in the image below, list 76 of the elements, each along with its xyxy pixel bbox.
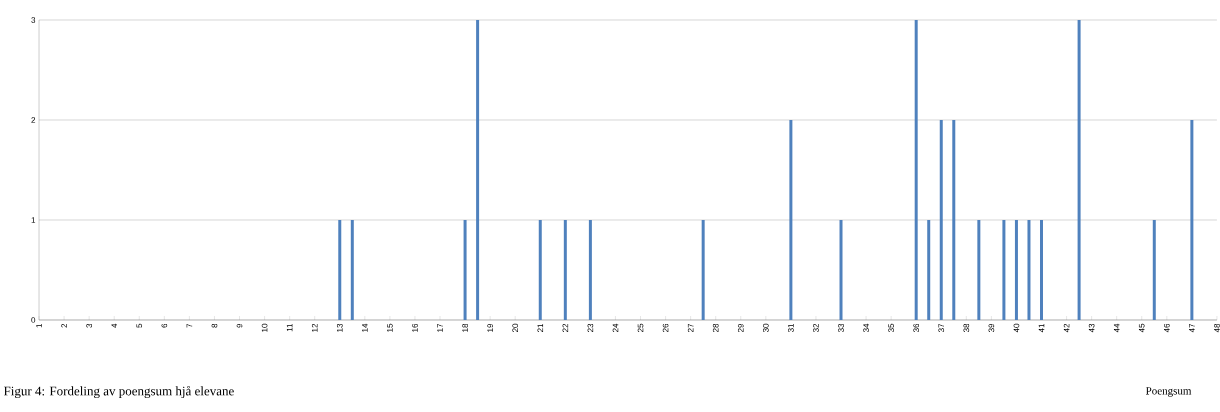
bar [1077,19,1081,320]
text: Figur 4: Fordeling av poengsum hjå elevane [3,385,234,399]
x-tick-label: 34 [863,323,869,333]
x-tick-label: 5 [136,323,143,328]
bar [939,119,943,320]
x-tick-label: 8 [211,323,218,328]
x-tick-label: 29 [737,323,744,333]
x-tick-label: 4 [111,323,117,328]
x-tick-label: 15 [387,323,393,332]
bar [563,219,567,320]
bar [1014,219,1018,320]
bar [476,19,480,320]
bar [701,219,705,320]
x-tick-label: 45 [1138,323,1145,333]
x-tick-label: 21 [537,323,544,333]
x-tick-label: 28 [712,323,719,333]
x-tick-label: 30 [762,323,769,333]
bar [977,219,981,320]
x-tick-label: 23 [587,323,594,333]
x-tick-label: 38 [963,323,970,333]
x-tick-label: 26 [662,323,669,333]
x-tick-label: 27 [687,323,694,333]
x-tick-label: 40 [1013,323,1020,333]
bar [789,119,793,320]
x-tick-label: 16 [412,323,418,332]
bar [927,219,931,320]
bar [588,219,592,320]
x-tick-label: 11 [286,323,293,332]
y-tick-label: 0 [31,317,36,323]
x-tick-label: 41 [1038,323,1045,333]
x-tick-label: 1 [36,323,42,328]
bar [914,19,918,320]
bar [538,219,542,320]
bar [463,219,467,320]
x-tick-label: 31 [788,323,794,333]
x-tick-label: 32 [813,323,819,333]
x-tick-label: 19 [487,323,493,332]
y-tick-label: 3 [31,17,36,23]
bar [1002,219,1006,320]
x-tick-label: 7 [186,323,193,328]
bar [839,219,843,320]
x-axis-title: Poengsum [1145,387,1192,397]
x-tick-label: 37 [938,323,945,333]
x-tick-label: 43 [1088,323,1095,333]
bar [1027,219,1031,320]
x-tick-label: 17 [437,323,443,332]
bar [1190,119,1194,320]
x-tick-label: 33 [838,323,844,333]
x-tick-label: 36 [913,323,920,333]
x-tick-label: 22 [562,323,569,333]
x-tick-label: 3 [86,323,92,328]
x-tick-label: 6 [161,323,168,328]
x-tick-label: 13 [336,323,343,332]
y-tick-label: 1 [31,217,36,223]
x-tick-label: 12 [311,323,318,332]
x-tick-label: 14 [362,323,368,332]
bar [338,219,342,320]
x-tick-label: 46 [1163,323,1170,333]
x-tick-label: 24 [612,323,619,333]
bar [952,119,956,320]
x-tick-label: 48 [1214,323,1220,333]
x-tick-label: 47 [1189,323,1195,333]
bar [350,219,354,320]
bar [1152,219,1156,320]
y-tick-label: 2 [31,117,36,123]
x-tick-label: 2 [61,323,67,328]
x-tick-label: 39 [988,323,995,333]
x-tick-label: 44 [1113,323,1120,333]
x-tick-label: 42 [1063,323,1070,333]
x-tick-label: 25 [637,323,644,333]
x-tick-label: 9 [236,323,243,328]
x-tick-label: 18 [462,323,468,332]
x-tick-label: 20 [512,323,519,333]
x-tick-label: 35 [888,323,894,333]
bar [1040,219,1043,320]
x-tick-label: 10 [261,323,268,332]
